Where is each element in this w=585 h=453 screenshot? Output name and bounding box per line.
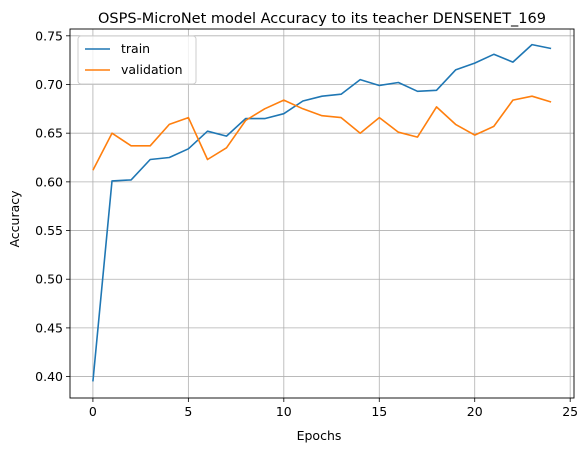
series-line-validation <box>92 95 552 171</box>
x-tick-label: 5 <box>184 404 192 419</box>
chart-title: OSPS-MicroNet model Accuracy to its teac… <box>98 11 546 27</box>
legend-box <box>77 35 197 85</box>
x-tick-label: 10 <box>276 404 292 419</box>
y-tick-label: 0.40 <box>35 369 63 384</box>
y-tick-label: 0.75 <box>35 28 63 43</box>
x-tick-label: 20 <box>467 404 483 419</box>
x-tick-label: 25 <box>562 404 578 419</box>
x-tick-label: 0 <box>89 404 97 419</box>
y-tick-label: 0.45 <box>35 320 63 335</box>
plot-frame <box>69 28 575 399</box>
y-tick-label: 0.65 <box>35 126 63 141</box>
legend-label-train: train <box>121 41 150 56</box>
x-axis-title: Epochs <box>297 428 342 443</box>
x-tick-label: 15 <box>371 404 387 419</box>
y-tick-label: 0.55 <box>35 223 63 238</box>
y-tick-label: 0.50 <box>35 272 63 287</box>
legend-label-validation: validation <box>121 62 183 77</box>
y-axis-title: Accuracy <box>7 190 22 248</box>
y-tick-label: 0.60 <box>35 174 63 189</box>
y-tick-label: 0.70 <box>35 77 63 92</box>
series-line-train <box>92 43 552 382</box>
legend: train validation <box>77 35 197 85</box>
axis-ticks: 0 5 10 15 20 25 0.40 0.45 0.50 0.55 0.60 0.65 0.70 0.… <box>35 28 578 419</box>
grid-lines <box>70 29 574 398</box>
series-layer <box>92 43 552 382</box>
